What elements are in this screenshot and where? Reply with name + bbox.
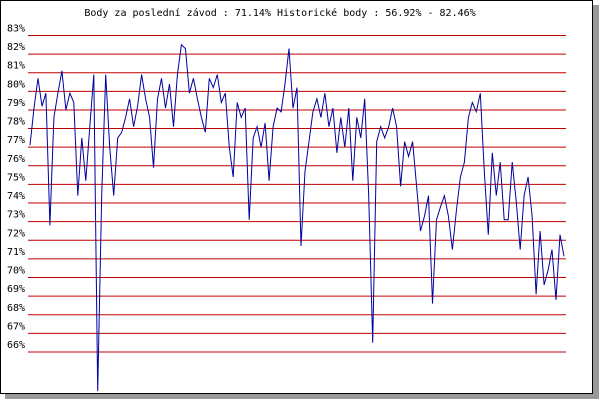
y-tick-label: 82%	[7, 42, 25, 53]
y-tick-label: 71%	[7, 247, 25, 258]
y-tick-label: 83%	[7, 23, 25, 34]
y-tick-label: 67%	[7, 321, 25, 332]
y-tick-label: 74%	[7, 191, 25, 202]
y-tick-label: 69%	[7, 284, 25, 295]
y-tick-label: 80%	[7, 79, 25, 90]
y-tick-label: 68%	[7, 303, 25, 314]
frame	[0, 0, 593, 394]
y-tick-label: 70%	[7, 266, 25, 277]
y-tick-label: 66%	[7, 340, 25, 351]
y-tick-label: 79%	[7, 98, 25, 109]
y-tick-label: 73%	[7, 210, 25, 221]
data-line	[29, 43, 565, 392]
y-tick-label: 78%	[7, 117, 25, 128]
y-tick-label: 77%	[7, 135, 25, 146]
y-tick-label: 81%	[7, 61, 25, 72]
y-tick-label: 75%	[7, 172, 25, 183]
y-tick-label: 72%	[7, 228, 25, 239]
y-tick-label: 76%	[7, 154, 25, 165]
chart-title: Body za poslední závod : 71.14% Historic…	[84, 7, 475, 19]
